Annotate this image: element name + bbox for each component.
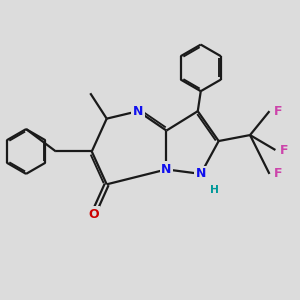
- Text: F: F: [274, 105, 282, 118]
- Text: F: F: [280, 143, 288, 157]
- Text: F: F: [274, 167, 282, 180]
- Text: N: N: [133, 105, 143, 118]
- Text: H: H: [210, 185, 219, 195]
- Text: O: O: [88, 208, 99, 221]
- Text: N: N: [161, 163, 172, 176]
- Text: N: N: [196, 167, 206, 180]
